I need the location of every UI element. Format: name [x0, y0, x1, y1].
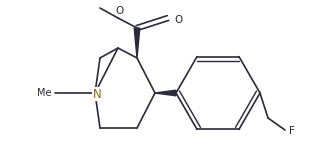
- Polygon shape: [155, 90, 176, 96]
- Text: O: O: [115, 6, 123, 16]
- Text: F: F: [289, 126, 295, 136]
- Text: Me: Me: [38, 88, 52, 98]
- Text: N: N: [93, 88, 101, 100]
- Text: O: O: [174, 15, 182, 25]
- Polygon shape: [134, 28, 140, 58]
